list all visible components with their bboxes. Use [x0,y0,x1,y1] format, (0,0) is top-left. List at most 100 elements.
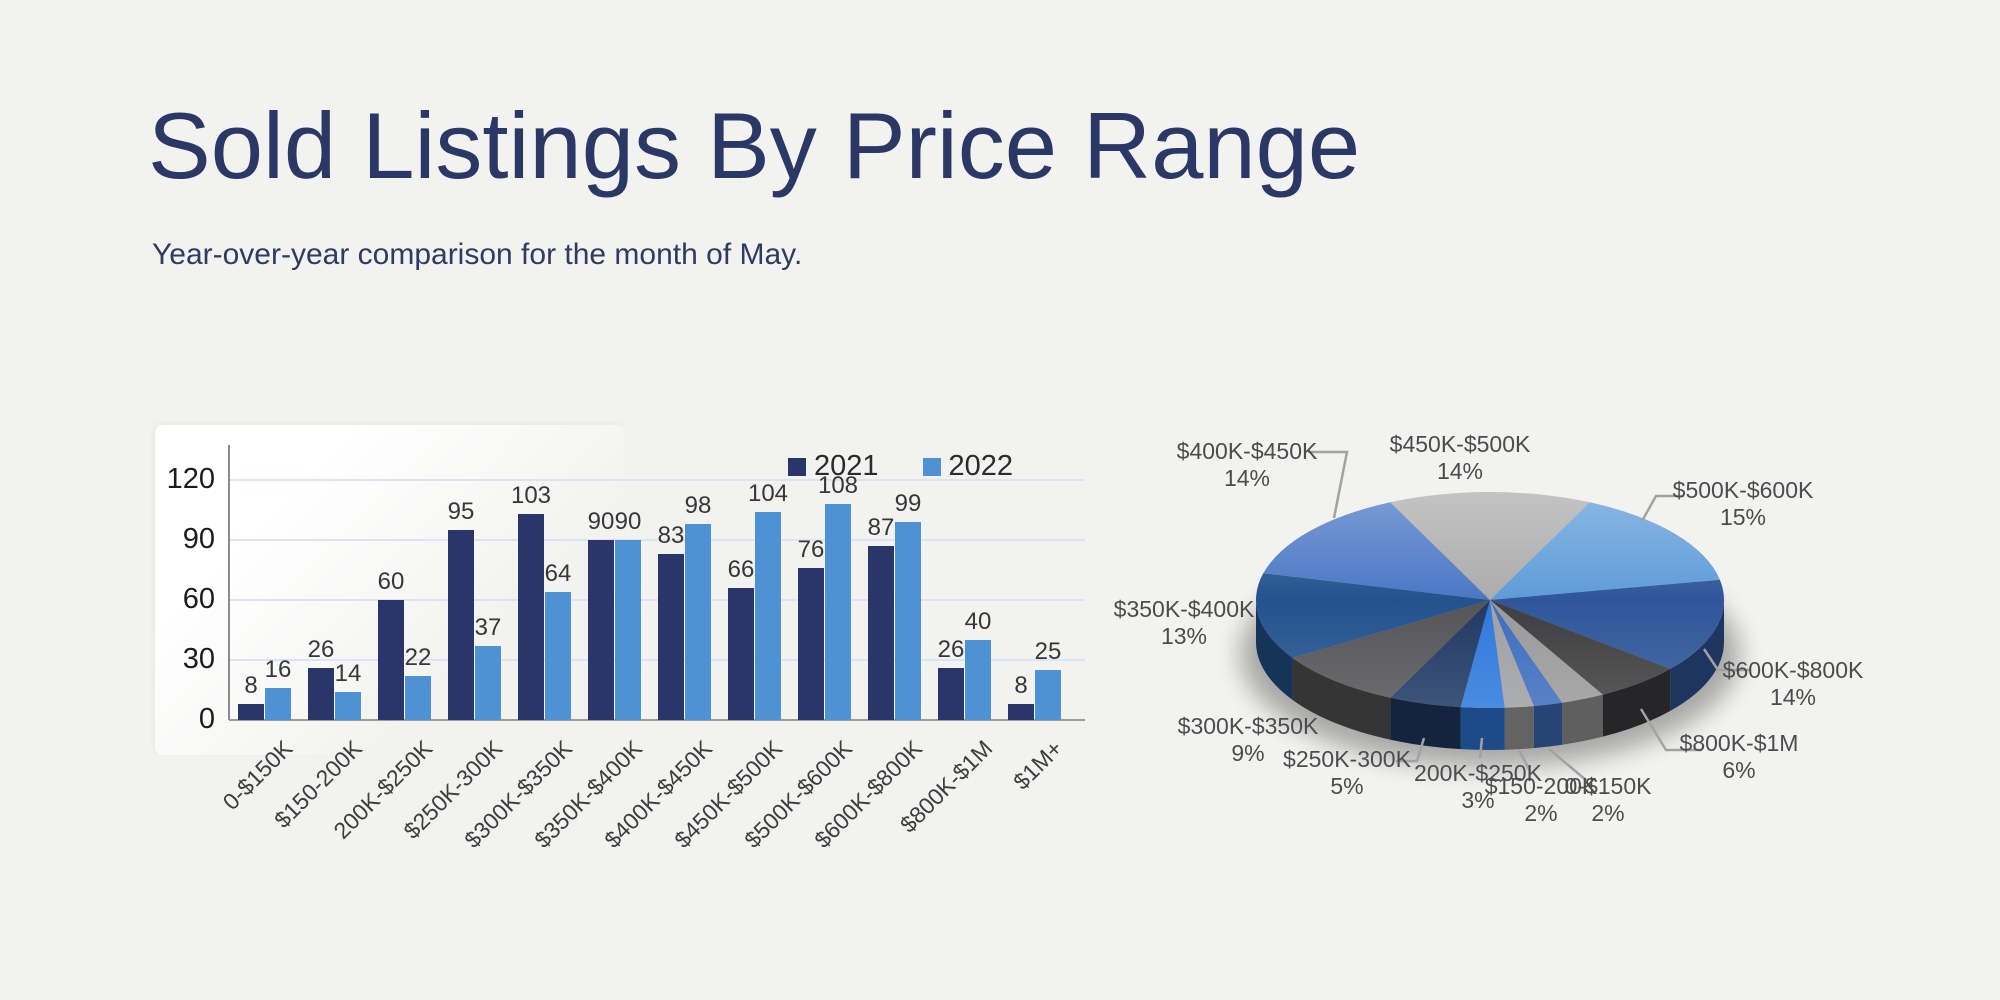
pie-label: $300K-$350K 9% [1178,713,1319,767]
pie-label-range: $350K-$400K [1113,596,1255,622]
bar-value-label: 90 [614,508,642,535]
pie-slice-wall [1533,702,1563,749]
bar-value-label: 16 [264,656,292,683]
legend-label-2022: 2022 [948,450,1014,482]
bar-2021 [518,514,544,720]
y-axis-label: 60 [182,583,215,615]
pie-label: 0-$150K 2% [1565,773,1652,827]
bar-value-label: 26 [937,636,965,663]
pie-label: $450K-$500K 14% [1390,431,1531,485]
pie-label-percent: 2% [1591,800,1625,826]
pie-label: $150-200K 2% [1485,773,1598,827]
pie-label: $350K-$400K 13% [1114,596,1255,650]
bar-value-label: 14 [334,660,362,687]
page-subtitle: Year-over-year comparison for the month … [152,238,803,271]
bar-value-label: 95 [447,498,475,525]
bar-value-label: 26 [307,636,335,663]
bar-value-label: 64 [544,560,572,587]
pie-leader-line [1396,737,1426,763]
bar-2021 [728,588,754,720]
pie-leader-line [1639,708,1702,752]
bar-value-label: 37 [474,614,502,641]
pie-label-range: 0-$150K [1564,773,1652,799]
pie-slice-wall [1504,706,1534,750]
bar-2022 [825,504,851,720]
gridline [229,539,1085,541]
legend-swatch-2021 [788,457,806,476]
legend-label-2021: 2021 [814,450,879,482]
pie-leader-line [1702,648,1750,672]
pie-label: $600K-$800K 14% [1723,657,1864,711]
bar-2021 [798,568,824,720]
pie-label-percent: 6% [1722,757,1756,783]
y-axis-line [228,445,230,720]
pie-label: $800K-$1M 6% [1680,730,1799,784]
bar-2021 [938,668,964,720]
bar-2021 [658,554,684,720]
y-axis-label: 30 [182,643,215,675]
bar-value-label: 66 [727,556,755,583]
pie-label-range: $150-200K [1484,773,1598,799]
pie-label-percent: 3% [1461,787,1495,813]
bar-2022 [335,692,361,720]
pie-label-percent: 9% [1231,740,1265,766]
pie-label: 200K-$250K 3% [1414,760,1542,814]
bar-chart: 0 30 60 90 120 2021 2022 8 16 0-$150K 26 14 $150-200… [150,420,1110,900]
y-axis-label: 90 [182,523,215,555]
bar-2021 [588,540,614,720]
bar-2022 [405,676,431,720]
pie-label-percent: 2% [1524,800,1558,826]
pie-label-range: $450K-$500K [1389,431,1531,457]
bar-value-label: 25 [1034,638,1062,665]
pie-label-percent: 14% [1769,684,1817,710]
bar-2022 [475,646,501,720]
bar-2021 [238,704,264,720]
pie-label: $500K-$600K 15% [1673,477,1814,531]
pie-slice-wall [1562,694,1603,745]
page-title: Sold Listings By Price Range [148,93,1361,198]
pie-label-range: 200K-$250K [1414,760,1542,786]
bar-value-label: 98 [684,492,712,519]
bar-value-label: 22 [404,644,432,671]
pie-leader-line [1640,494,1684,522]
pie-leader-line [1548,748,1587,781]
pie-leader-line [1308,450,1349,519]
bar-2022 [965,640,991,720]
bar-value-label: 60 [377,568,405,595]
bar-2022 [545,592,571,720]
pie-label-range: $400K-$450K [1176,438,1318,464]
pie-label: $400K-$450K 14% [1177,438,1318,492]
pie-label-percent: 13% [1160,623,1208,649]
bar-value-label: 40 [964,608,992,635]
legend: 2021 2022 [788,450,1013,483]
pie-label-range: $800K-$1M [1679,730,1799,756]
pie-label-range: $250K-300K [1283,746,1411,772]
legend-item-2022: 2022 [922,450,1014,483]
legend-swatch-2022 [922,457,941,476]
pie-leader-line [1517,749,1532,772]
bar-2022 [1035,670,1061,720]
pie-slice-wall [1460,707,1505,750]
bar-value-label: 76 [797,536,825,563]
pie-label-range: $600K-$800K [1722,657,1864,683]
bar-2021 [378,600,404,720]
pie-label: $250K-300K 5% [1283,746,1411,800]
bar-value-label: 90 [587,508,615,535]
pie-label-percent: 15% [1719,504,1767,530]
y-axis-label: 120 [166,463,215,495]
pie-leader-line [1478,737,1484,759]
bar-2022 [265,688,291,720]
pie-slice-wall [1390,697,1461,750]
gridline [229,599,1085,601]
pie-label-percent: 5% [1330,773,1364,799]
bar-2021 [868,546,894,720]
bar-value-label: 83 [657,522,685,549]
bar-2021 [448,530,474,720]
bar-value-label: 103 [510,482,552,509]
bar-2022 [685,524,711,720]
bar-2022 [615,540,641,720]
x-axis-line [229,719,1085,721]
pie-label-percent: 14% [1436,458,1484,484]
bar-value-label: 108 [817,472,859,499]
